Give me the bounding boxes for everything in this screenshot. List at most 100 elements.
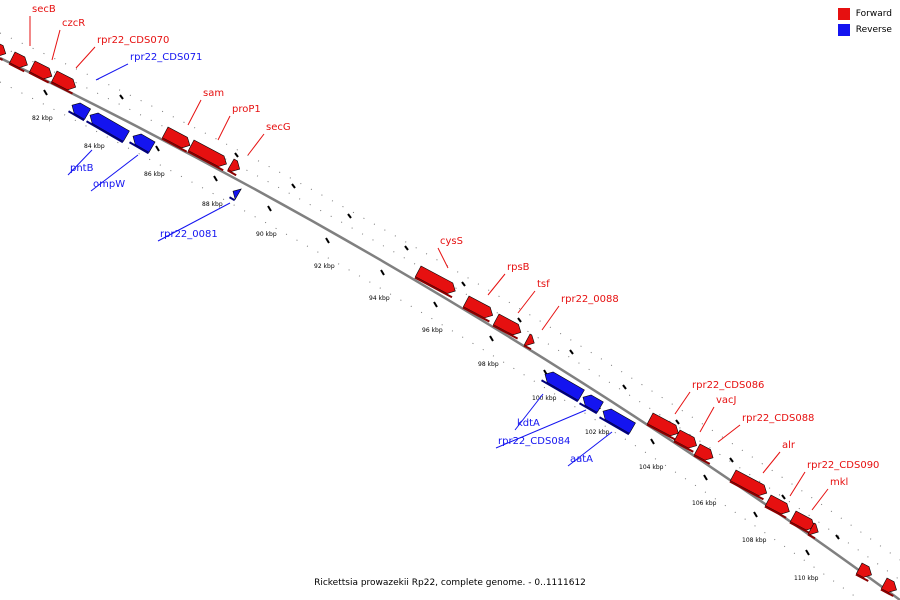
gene-label[interactable]: czcR bbox=[62, 18, 85, 29]
label-leader bbox=[811, 488, 829, 511]
gene-shadow bbox=[129, 141, 150, 155]
gene-label[interactable]: secB bbox=[32, 4, 56, 15]
gene-label[interactable]: secG bbox=[266, 122, 291, 133]
gene-label[interactable]: kdtA bbox=[517, 418, 540, 429]
reverse-gene-arrow[interactable] bbox=[68, 100, 91, 122]
tick-label: 94 kbp bbox=[369, 295, 390, 302]
tick-mark bbox=[805, 549, 810, 556]
tick-mark bbox=[461, 281, 466, 287]
gene-label[interactable]: rpr22_CDS084 bbox=[498, 436, 570, 447]
forward-gene-arrow[interactable] bbox=[646, 412, 681, 441]
gene-labels: secB czcR rpr22_CDS070 rpr22_CDS071 pntB ompW… bbox=[32, 4, 879, 488]
gene-body bbox=[523, 333, 535, 346]
reverse-gene-arrow[interactable] bbox=[86, 110, 130, 144]
tick-label: 90 kbp bbox=[256, 231, 277, 238]
genome-caption: Rickettsia prowazekii Rp22, complete gen… bbox=[314, 578, 586, 588]
label-leader bbox=[217, 115, 231, 141]
tick-mark bbox=[325, 237, 330, 244]
forward-swatch bbox=[837, 8, 850, 20]
forward-gene-arrow[interactable] bbox=[693, 443, 715, 465]
gene-shadow bbox=[579, 402, 598, 415]
gene-label[interactable]: rpr22_0088 bbox=[561, 294, 619, 305]
gene-label[interactable]: aatA bbox=[570, 454, 593, 465]
forward-gene-arrow[interactable] bbox=[28, 60, 55, 84]
gene-label[interactable]: rpsB bbox=[507, 262, 530, 273]
forward-gene-arrow[interactable] bbox=[855, 562, 874, 582]
label-leader bbox=[187, 99, 202, 126]
gene-label[interactable]: cysS bbox=[440, 236, 463, 247]
gene-label[interactable]: rpr22_CDS071 bbox=[130, 52, 202, 63]
forward-gene-arrow[interactable] bbox=[807, 522, 821, 540]
tick-mark bbox=[347, 213, 352, 219]
gene-label[interactable]: pntB bbox=[70, 163, 94, 174]
gene-body bbox=[9, 51, 28, 69]
gene-body bbox=[646, 412, 679, 437]
forward-gene-arrow[interactable] bbox=[492, 313, 523, 340]
gene-shadow bbox=[161, 137, 188, 153]
legend-reverse-label: Reverse bbox=[855, 25, 892, 35]
kbp-ticks: 82 kbp 84 kbp 86 kbp 88 kbp 90 kbp 92 kbp 94 k… bbox=[32, 89, 840, 582]
reverse-gene-arrow[interactable] bbox=[599, 406, 636, 436]
gene-shadow bbox=[187, 150, 224, 172]
tick-mark bbox=[781, 494, 786, 500]
gene-body bbox=[673, 429, 697, 449]
gene-label[interactable]: rpr22_CDS088 bbox=[742, 413, 814, 424]
tick-mark bbox=[404, 245, 409, 251]
forward-gene-arrow[interactable] bbox=[0, 41, 8, 61]
gene-shadow bbox=[462, 306, 490, 323]
label-leader bbox=[514, 393, 544, 431]
label-leader bbox=[75, 46, 96, 69]
gene-label[interactable]: rpr22_CDS090 bbox=[807, 460, 879, 471]
forward-gene-arrow[interactable] bbox=[729, 469, 769, 501]
tick-label: 84 kbp bbox=[84, 143, 105, 150]
forward-gene-arrow[interactable] bbox=[764, 494, 792, 519]
label-leader bbox=[699, 406, 715, 433]
forward-gene-arrow[interactable] bbox=[161, 126, 192, 153]
forward-gene-arrow[interactable] bbox=[673, 429, 699, 453]
gene-label[interactable]: mkl bbox=[830, 477, 848, 488]
forward-gene-arrow[interactable] bbox=[227, 158, 243, 177]
gene-shadow bbox=[86, 120, 124, 144]
gene-shadow bbox=[673, 440, 694, 453]
label-leader bbox=[437, 247, 449, 269]
tick-mark bbox=[380, 269, 385, 276]
gene-shadow bbox=[807, 533, 816, 540]
forward-gene-arrow[interactable] bbox=[523, 333, 537, 351]
gene-label[interactable]: rpr22_0081 bbox=[160, 229, 218, 240]
gene-body bbox=[855, 562, 872, 578]
gene-label[interactable]: alr bbox=[782, 440, 796, 451]
gene-shadow bbox=[855, 573, 869, 582]
reverse-gene-arrow[interactable] bbox=[129, 131, 156, 155]
gene-body bbox=[807, 522, 819, 535]
gene-label[interactable]: rpr22_CDS070 bbox=[97, 35, 169, 46]
gene-label[interactable]: tsf bbox=[537, 279, 550, 290]
gene-features bbox=[0, 41, 899, 597]
forward-gene-arrow[interactable] bbox=[880, 577, 899, 597]
tick-label: 110 kbp bbox=[794, 575, 819, 582]
forward-gene-arrow[interactable] bbox=[50, 70, 79, 95]
gene-label[interactable]: ompW bbox=[93, 179, 125, 190]
forward-gene-arrow[interactable] bbox=[187, 139, 229, 172]
gene-label[interactable]: proP1 bbox=[232, 104, 261, 115]
label-leader bbox=[717, 424, 741, 443]
gene-shadow bbox=[646, 423, 676, 441]
forward-gene-arrow[interactable] bbox=[414, 265, 458, 299]
gene-label[interactable]: sam bbox=[203, 88, 224, 99]
tick-mark bbox=[43, 89, 48, 96]
tick-label: 98 kbp bbox=[478, 361, 499, 368]
gene-label[interactable]: vacJ bbox=[716, 395, 737, 406]
gene-body bbox=[132, 133, 156, 153]
forward-gene-arrow[interactable] bbox=[8, 51, 31, 73]
tick-mark bbox=[234, 152, 239, 158]
gene-label[interactable]: rpr22_CDS086 bbox=[692, 380, 764, 391]
gene-shadow bbox=[50, 81, 73, 95]
tick-mark bbox=[267, 205, 272, 212]
reverse-gene-arrow[interactable] bbox=[541, 369, 585, 403]
forward-gene-arrow[interactable] bbox=[462, 295, 495, 323]
reverse-gene-arrow[interactable] bbox=[579, 392, 604, 415]
tick-mark bbox=[835, 534, 840, 540]
reverse-gene-arrow[interactable] bbox=[229, 186, 242, 202]
forward-gene-arrow[interactable] bbox=[789, 510, 817, 535]
gene-body bbox=[227, 158, 241, 172]
